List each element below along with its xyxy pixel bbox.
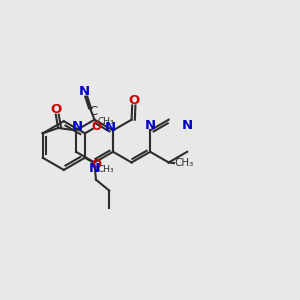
Text: CH₃: CH₃ bbox=[98, 165, 114, 174]
Text: CH₃: CH₃ bbox=[98, 117, 114, 126]
Text: CH₃: CH₃ bbox=[174, 158, 193, 168]
Text: N: N bbox=[182, 118, 193, 131]
Text: N: N bbox=[79, 85, 90, 98]
Text: N: N bbox=[89, 162, 100, 175]
Text: O: O bbox=[91, 121, 101, 134]
Text: N: N bbox=[145, 118, 156, 131]
Text: N: N bbox=[72, 120, 83, 133]
Text: N: N bbox=[104, 121, 116, 134]
Text: O: O bbox=[129, 94, 140, 107]
Text: O: O bbox=[51, 103, 62, 116]
Text: C: C bbox=[90, 106, 98, 118]
Text: O: O bbox=[91, 158, 101, 171]
